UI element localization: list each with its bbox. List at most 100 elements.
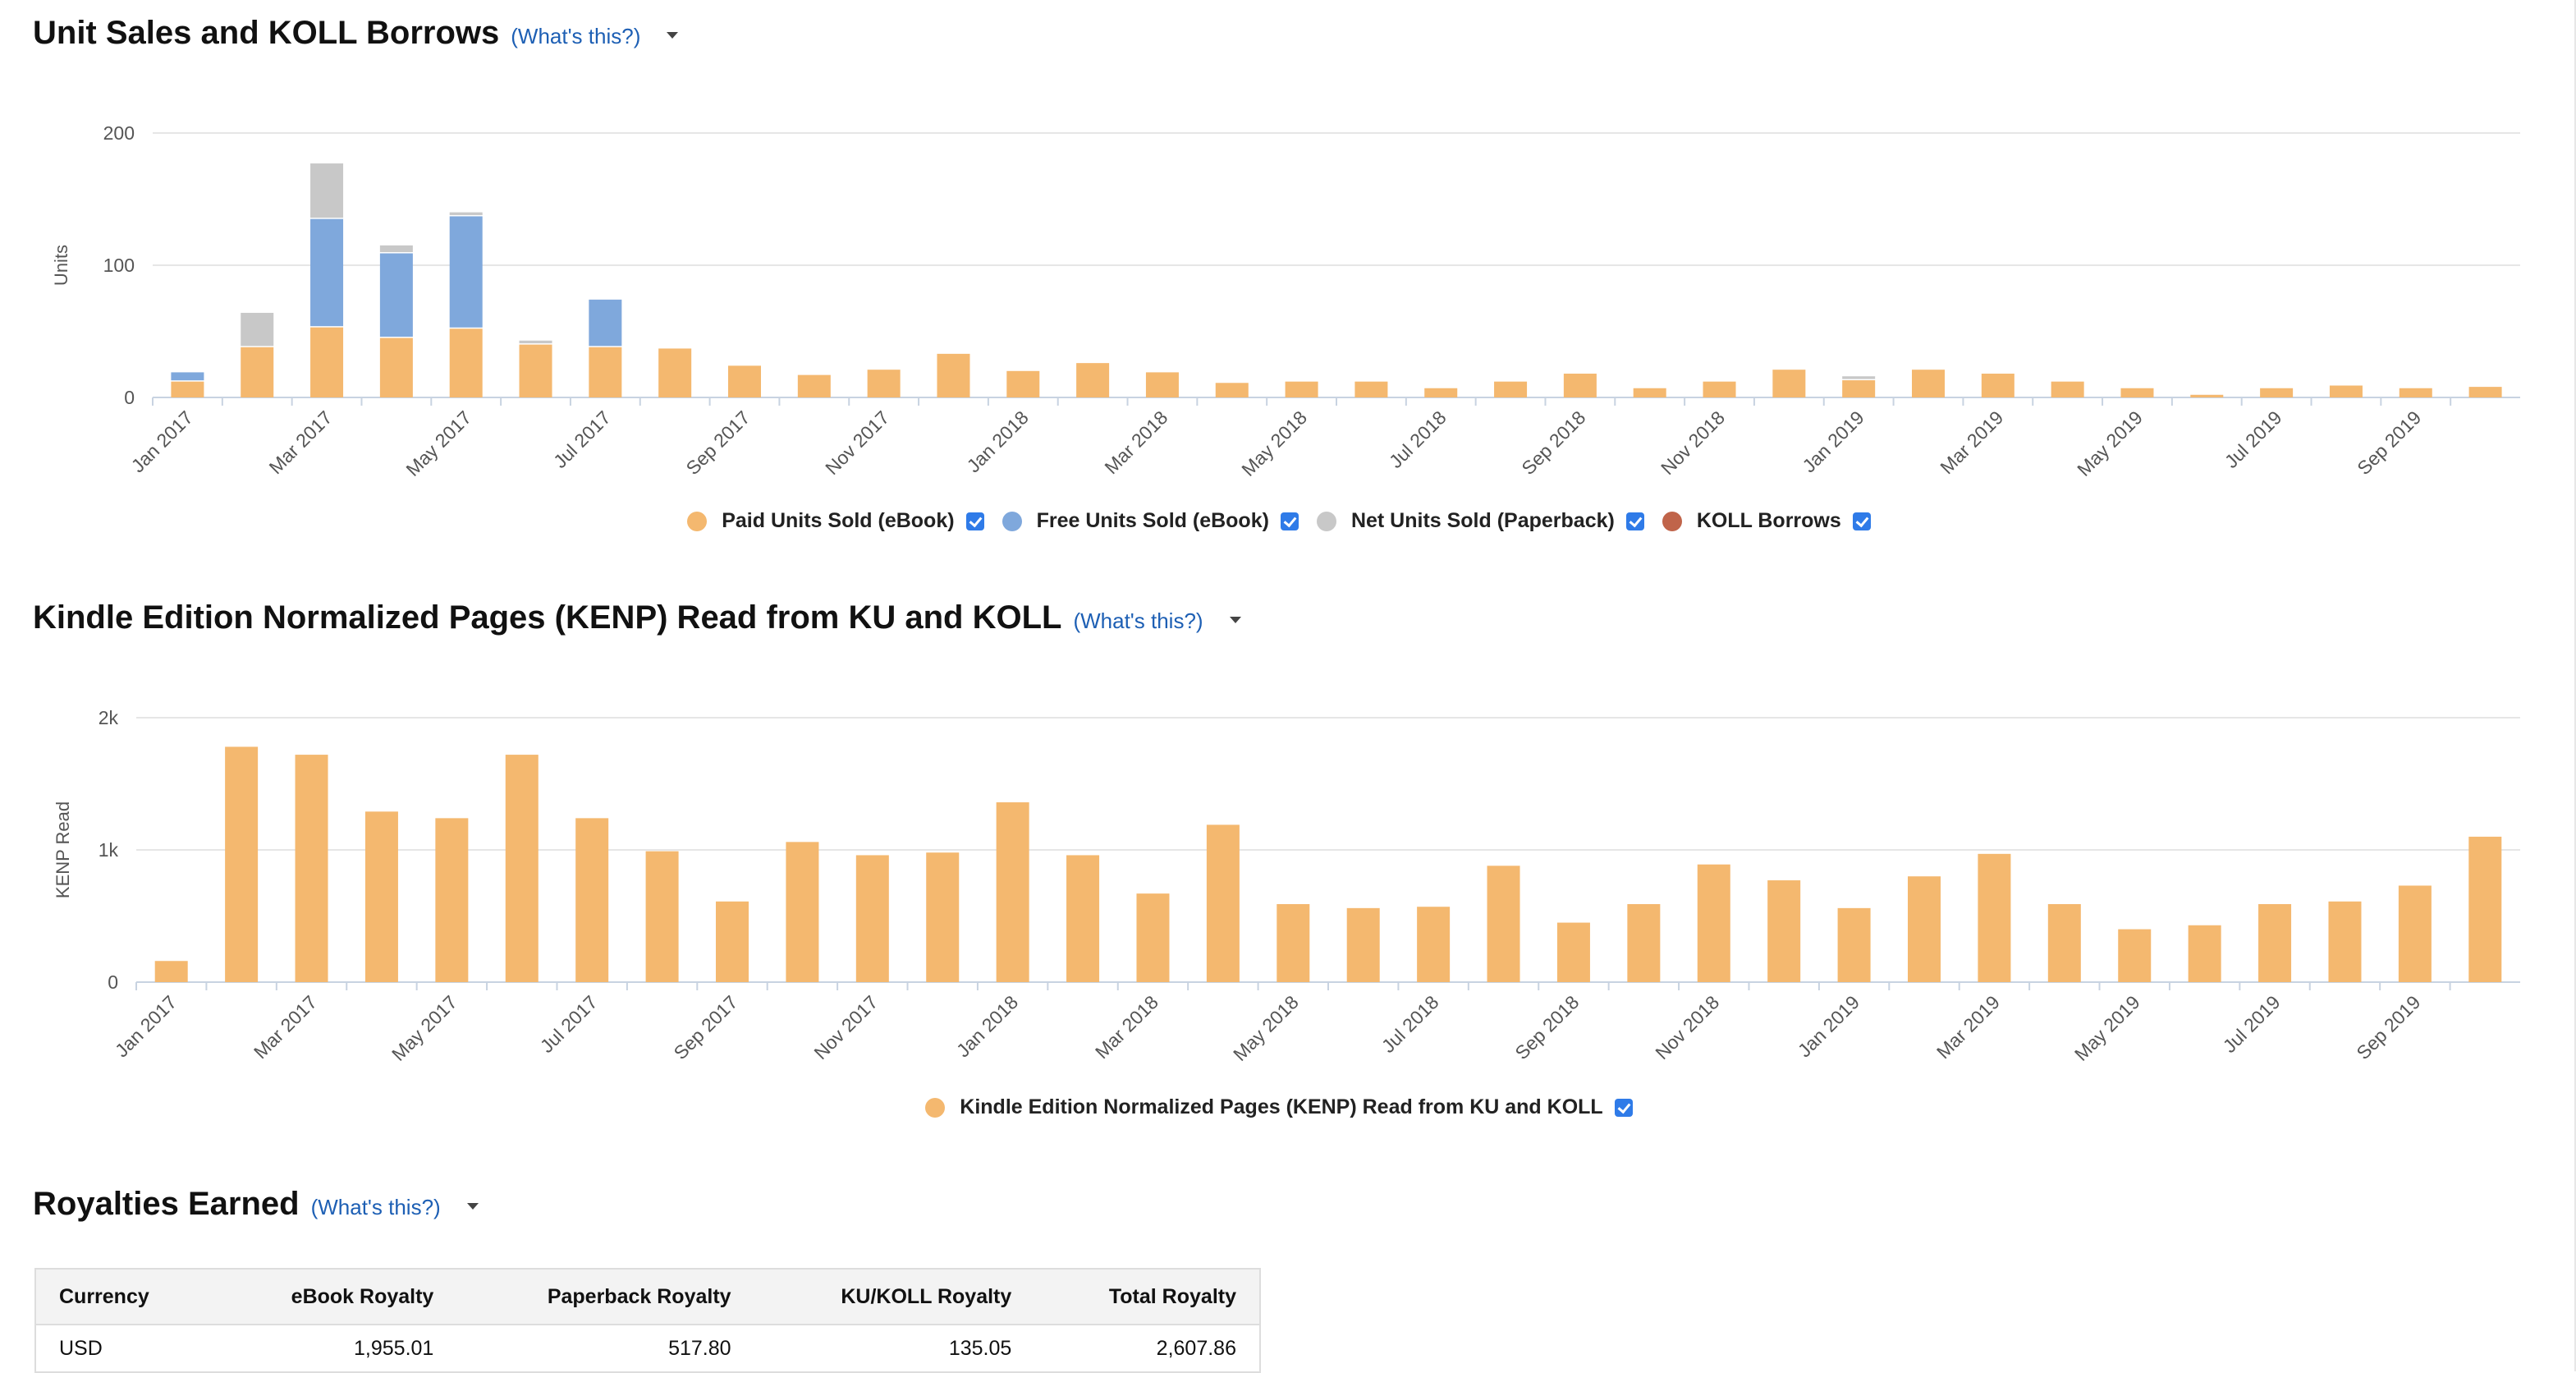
- royalties-table: Currency eBook Royalty Paperback Royalty…: [34, 1268, 1261, 1373]
- kenp-bar-jul-2017-s0[interactable]: [575, 818, 609, 982]
- units-bar-sep-2017-s0[interactable]: [728, 365, 761, 397]
- kenp-bar-oct-2019-s0[interactable]: [2468, 836, 2502, 982]
- kenp-legend-item-0[interactable]: Kindle Edition Normalized Pages (KENP) R…: [925, 1095, 1633, 1119]
- kenp-bar-aug-2019-s0[interactable]: [2328, 901, 2362, 982]
- kenp-bar-mar-2017-s0[interactable]: [295, 755, 328, 982]
- units-legend-checkbox-icon[interactable]: [1280, 512, 1299, 530]
- unit-sales-chevron-down-icon[interactable]: [667, 32, 679, 39]
- kenp-bar-apr-2019-s0[interactable]: [2047, 904, 2081, 982]
- kenp-bar-jul-2019-s0[interactable]: [2258, 904, 2292, 982]
- kenp-bar-feb-2018-s0[interactable]: [1066, 855, 1100, 982]
- units-bar-jul-2017-s1[interactable]: [589, 299, 622, 347]
- units-legend-item-3[interactable]: KOLL Borrows: [1662, 509, 1871, 533]
- units-bar-nov-2018-s0[interactable]: [1703, 381, 1736, 397]
- units-bar-mar-2017-s1[interactable]: [310, 218, 344, 327]
- units-bar-apr-2019-s0[interactable]: [2051, 381, 2084, 397]
- units-bar-feb-2019-s0[interactable]: [1912, 370, 1945, 397]
- kenp-bar-apr-2018-s0[interactable]: [1206, 824, 1240, 982]
- units-bar-oct-2018-s0[interactable]: [1633, 388, 1666, 397]
- kenp-bar-feb-2019-s0[interactable]: [1908, 876, 1941, 982]
- units-bar-apr-2017-s1[interactable]: [379, 253, 413, 338]
- kenp-y-tick-label: 2k: [99, 707, 119, 728]
- kenp-bar-jun-2019-s0[interactable]: [2188, 925, 2221, 982]
- kenp-bar-mar-2018-s0[interactable]: [1136, 893, 1170, 982]
- units-legend-label: Paid Units Sold (eBook): [722, 509, 955, 532]
- units-bar-may-2018-s0[interactable]: [1285, 381, 1318, 397]
- units-bar-mar-2018-s0[interactable]: [1145, 372, 1179, 397]
- units-bar-aug-2017-s0[interactable]: [658, 348, 692, 397]
- units-bar-aug-2018-s0[interactable]: [1494, 381, 1528, 397]
- units-bar-jun-2017-s2[interactable]: [519, 340, 552, 344]
- units-legend-item-0[interactable]: Paid Units Sold (eBook): [687, 509, 984, 533]
- units-bar-apr-2018-s0[interactable]: [1215, 383, 1249, 397]
- units-bar-oct-2017-s0[interactable]: [797, 374, 831, 397]
- units-legend-checkbox-icon[interactable]: [965, 512, 984, 530]
- units-legend-checkbox-icon[interactable]: [1625, 512, 1644, 530]
- kenp-bar-may-2017-s0[interactable]: [435, 818, 469, 982]
- unit-sales-whats-this-link[interactable]: (What's this?): [511, 24, 641, 48]
- units-bar-jan-2019-s2[interactable]: [1842, 376, 1876, 379]
- units-bar-may-2017-s0[interactable]: [449, 328, 483, 397]
- kenp-bar-may-2019-s0[interactable]: [2118, 929, 2152, 982]
- units-bar-dec-2017-s0[interactable]: [937, 353, 970, 397]
- units-bar-dec-2018-s0[interactable]: [1772, 370, 1806, 397]
- kenp-bar-oct-2018-s0[interactable]: [1627, 904, 1661, 982]
- units-bar-sep-2019-s0[interactable]: [2399, 388, 2432, 397]
- kenp-bar-feb-2017-s0[interactable]: [225, 746, 259, 982]
- units-legend-label: Net Units Sold (Paperback): [1350, 509, 1615, 532]
- kenp-bar-jul-2018-s0[interactable]: [1417, 907, 1451, 982]
- kenp-bar-may-2018-s0[interactable]: [1277, 904, 1310, 982]
- units-legend-item-1[interactable]: Free Units Sold (eBook): [1002, 509, 1299, 533]
- units-bar-jun-2019-s0[interactable]: [2190, 394, 2224, 397]
- units-bar-mar-2019-s0[interactable]: [1981, 374, 2015, 397]
- units-bar-jun-2017-s0[interactable]: [519, 344, 552, 397]
- kenp-bar-nov-2017-s0[interactable]: [855, 855, 889, 982]
- kenp-bar-jan-2019-s0[interactable]: [1837, 907, 1871, 982]
- kenp-legend-checkbox-icon[interactable]: [1614, 1098, 1633, 1117]
- kenp-bar-jun-2017-s0[interactable]: [505, 755, 539, 982]
- kenp-bar-oct-2017-s0[interactable]: [786, 842, 819, 982]
- kenp-bar-aug-2017-s0[interactable]: [645, 851, 679, 982]
- units-bar-aug-2019-s0[interactable]: [2329, 385, 2363, 397]
- units-bar-nov-2017-s0[interactable]: [867, 370, 901, 397]
- units-bar-jul-2018-s0[interactable]: [1424, 388, 1458, 397]
- units-bar-mar-2017-s2[interactable]: [310, 163, 344, 218]
- kenp-bar-jan-2017-s0[interactable]: [154, 961, 188, 982]
- kenp-bar-jan-2018-s0[interactable]: [996, 802, 1029, 982]
- kenp-bar-mar-2019-s0[interactable]: [1978, 853, 2011, 982]
- units-bar-jan-2019-s0[interactable]: [1842, 380, 1876, 397]
- units-bar-mar-2017-s0[interactable]: [310, 327, 344, 397]
- units-bar-may-2017-s1[interactable]: [449, 216, 483, 328]
- kenp-bar-sep-2019-s0[interactable]: [2398, 885, 2432, 982]
- units-bar-oct-2019-s0[interactable]: [2468, 387, 2502, 397]
- units-bar-jun-2018-s0[interactable]: [1354, 381, 1388, 397]
- units-bar-jul-2019-s0[interactable]: [2260, 388, 2294, 397]
- units-bar-apr-2017-s0[interactable]: [379, 338, 413, 397]
- units-bar-sep-2018-s0[interactable]: [1563, 374, 1597, 397]
- kenp-bar-apr-2017-s0[interactable]: [364, 811, 398, 982]
- units-legend-checkbox-icon[interactable]: [1852, 512, 1871, 530]
- kenp-chevron-down-icon[interactable]: [1229, 617, 1241, 623]
- kenp-bar-dec-2017-s0[interactable]: [926, 852, 960, 982]
- units-bar-jan-2017-s0[interactable]: [171, 381, 204, 397]
- units-legend-item-2[interactable]: Net Units Sold (Paperback): [1316, 509, 1644, 533]
- kenp-whats-this-link[interactable]: (What's this?): [1073, 608, 1203, 633]
- units-bar-jan-2017-s1[interactable]: [171, 372, 204, 381]
- units-bar-apr-2017-s2[interactable]: [379, 245, 413, 253]
- royalties-chevron-down-icon[interactable]: [466, 1203, 479, 1210]
- kenp-x-tick-label: May 2018: [1229, 991, 1303, 1065]
- kenp-bar-nov-2018-s0[interactable]: [1697, 864, 1730, 982]
- units-bar-may-2017-s2[interactable]: [449, 212, 483, 215]
- royalties-whats-this-link[interactable]: (What's this?): [310, 1195, 441, 1219]
- kenp-bar-sep-2017-s0[interactable]: [716, 901, 749, 982]
- kenp-bar-sep-2018-s0[interactable]: [1556, 922, 1590, 982]
- kenp-bar-dec-2018-s0[interactable]: [1767, 880, 1801, 982]
- kenp-bar-aug-2018-s0[interactable]: [1487, 866, 1520, 982]
- units-bar-jul-2017-s0[interactable]: [589, 347, 622, 397]
- units-bar-jan-2018-s0[interactable]: [1006, 370, 1040, 397]
- units-bar-may-2019-s0[interactable]: [2120, 388, 2154, 397]
- units-bar-feb-2018-s0[interactable]: [1076, 363, 1110, 397]
- kenp-bar-jun-2018-s0[interactable]: [1346, 907, 1380, 982]
- units-bar-feb-2017-s0[interactable]: [241, 347, 274, 397]
- units-bar-feb-2017-s2[interactable]: [241, 312, 274, 347]
